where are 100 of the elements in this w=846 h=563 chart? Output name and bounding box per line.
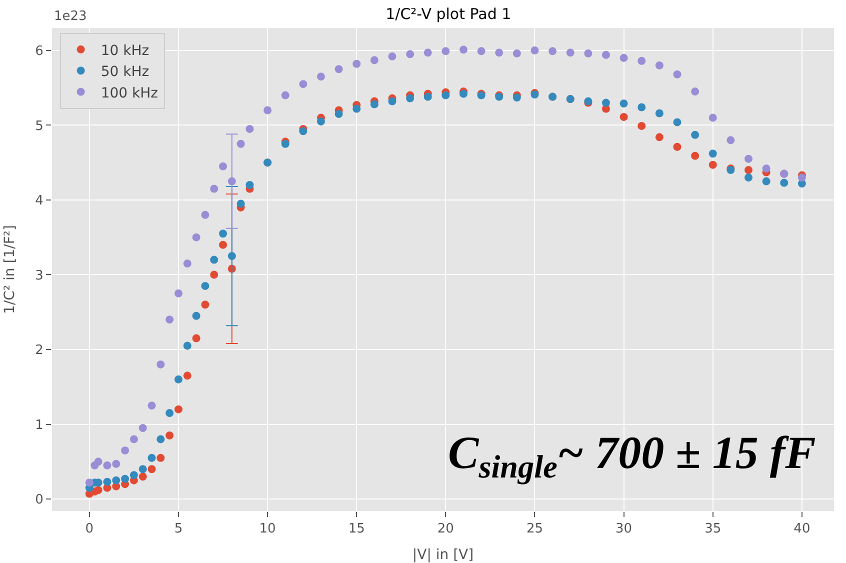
point	[334, 65, 343, 74]
point	[691, 130, 700, 139]
x-tick-label: 30	[616, 522, 632, 537]
point	[228, 177, 236, 186]
point	[388, 97, 396, 106]
x-tick-label: 10	[259, 522, 276, 537]
point	[85, 478, 94, 487]
point	[138, 472, 147, 481]
point	[620, 112, 628, 121]
point	[655, 61, 664, 70]
point	[708, 160, 717, 169]
point	[548, 47, 557, 56]
point	[442, 91, 450, 100]
point	[201, 282, 210, 290]
point	[406, 94, 414, 102]
point	[673, 142, 682, 151]
point	[183, 372, 192, 380]
point	[156, 435, 165, 444]
point	[316, 72, 325, 81]
point	[655, 133, 664, 142]
point	[192, 334, 200, 342]
point	[691, 152, 700, 160]
point	[406, 50, 414, 58]
point	[584, 49, 592, 58]
point	[708, 114, 717, 122]
y-tick-label: 4	[35, 194, 44, 209]
point	[620, 54, 628, 62]
point	[602, 50, 610, 59]
point	[708, 150, 717, 158]
point	[638, 122, 646, 130]
point	[228, 252, 236, 260]
point	[726, 136, 735, 144]
point	[112, 460, 120, 468]
point	[744, 166, 752, 174]
legend-label: 10 kHz	[100, 42, 150, 59]
point	[316, 117, 325, 126]
point	[246, 181, 254, 190]
point	[210, 270, 218, 279]
point	[236, 140, 245, 148]
y-tick-label: 2	[35, 343, 44, 358]
point	[219, 240, 228, 249]
point	[192, 312, 200, 320]
point	[495, 48, 504, 57]
point	[148, 402, 156, 410]
point	[620, 100, 628, 108]
point	[638, 103, 646, 112]
point	[246, 124, 254, 133]
point	[424, 48, 432, 57]
x-axis-title: |V| in [V]	[412, 547, 474, 563]
point	[566, 48, 574, 57]
point	[602, 98, 610, 107]
point	[130, 471, 138, 480]
point	[655, 109, 664, 118]
point	[512, 49, 521, 58]
point	[691, 88, 700, 96]
point	[264, 106, 272, 114]
point	[166, 316, 174, 324]
y-tick-label: 6	[35, 44, 44, 59]
point	[780, 178, 788, 187]
point	[156, 360, 165, 368]
point	[130, 435, 138, 444]
point	[174, 375, 182, 384]
point	[352, 104, 361, 113]
x-tick-label: 40	[794, 522, 810, 537]
point	[442, 47, 450, 56]
x-tick-label: 5	[174, 522, 183, 537]
point	[201, 300, 210, 309]
x-tick-label: 0	[85, 522, 94, 537]
point	[148, 454, 156, 462]
point	[762, 177, 770, 186]
point	[201, 210, 210, 219]
point	[210, 184, 218, 193]
point	[138, 424, 147, 432]
point	[166, 431, 174, 440]
point	[744, 174, 752, 182]
y-tick-label: 5	[35, 118, 44, 134]
point	[219, 162, 228, 170]
point	[673, 118, 682, 126]
point	[138, 465, 147, 474]
point	[299, 80, 308, 88]
point	[530, 46, 539, 54]
annotation: C$_{single}$~ 700 ± 15 fF	[448, 427, 816, 485]
point	[299, 127, 308, 136]
chart-title: 1/C²-V plot Pad 1	[386, 4, 512, 23]
point	[166, 409, 174, 418]
point	[103, 478, 112, 486]
point	[370, 100, 378, 108]
point	[370, 56, 378, 64]
point	[148, 465, 156, 474]
point	[388, 52, 396, 60]
text: 1e23	[54, 9, 87, 24]
legend-label: 100 kHz	[100, 85, 158, 102]
point	[281, 91, 290, 100]
point	[512, 94, 521, 102]
y-axis-title: 1/C² in [1/F²]	[2, 225, 18, 314]
point	[459, 46, 468, 54]
y-tick-label: 0	[35, 492, 44, 508]
point	[210, 256, 218, 264]
x-tick-label: 25	[526, 522, 544, 537]
point	[174, 405, 182, 414]
